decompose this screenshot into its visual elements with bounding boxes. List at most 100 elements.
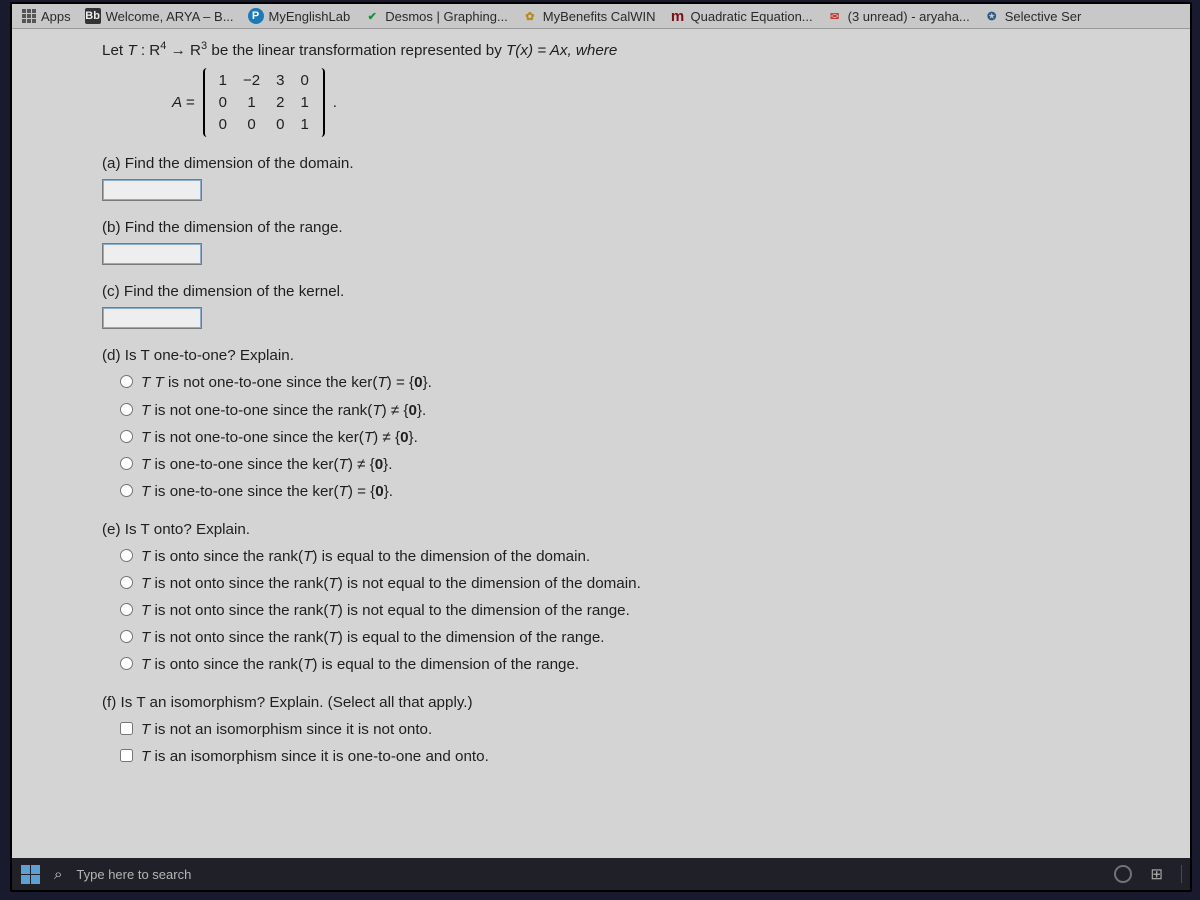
question-a-text: (a) Find the dimension of the domain.: [102, 153, 1100, 175]
mcell: 2: [268, 92, 292, 114]
qd-option-5[interactable]: T is one-to-one since the ker(T) = {0}.: [120, 481, 1100, 503]
screen: Apps Bb Welcome, ARYA – B... P MyEnglish…: [10, 2, 1192, 892]
question-a: (a) Find the dimension of the domain.: [102, 153, 1100, 201]
bookmark-desmos[interactable]: ✔ Desmos | Graphing...: [364, 8, 508, 24]
divider: [1181, 865, 1182, 883]
mcell: 1: [211, 70, 235, 92]
bookmark-selective[interactable]: ✪ Selective Ser: [984, 8, 1082, 24]
mcell: 1: [292, 92, 316, 114]
bookmark-label: MyEnglishLab: [269, 9, 351, 24]
qe-options: T is onto since the rank(T) is equal to …: [120, 546, 1100, 676]
qd-option-3[interactable]: T is not one-to-one since the ker(T) ≠ {…: [120, 427, 1100, 449]
radio-e2[interactable]: [120, 576, 133, 589]
mcell: 3: [268, 70, 292, 92]
check-f2[interactable]: [120, 749, 133, 762]
check-f1[interactable]: [120, 722, 133, 735]
question-f-text: (f) Is T an isomorphism? Explain. (Selec…: [102, 692, 1100, 714]
intro-text: Let: [102, 42, 127, 59]
qe-option-4[interactable]: T is not onto since the rank(T) is equal…: [120, 627, 1100, 649]
answer-input-b[interactable]: [102, 243, 202, 265]
radio-e4[interactable]: [120, 630, 133, 643]
qe-option-1[interactable]: T is onto since the rank(T) is equal to …: [120, 546, 1100, 568]
question-d: (d) Is T one-to-one? Explain. T T is not…: [102, 345, 1100, 502]
matrix-period: .: [333, 92, 337, 114]
matrix-A: 1−230 0121 0001: [203, 68, 325, 137]
radio-d5[interactable]: [120, 484, 133, 497]
intro-exp: 4: [160, 40, 166, 52]
mcell: 0: [292, 70, 316, 92]
search-icon: ⌕: [54, 866, 62, 883]
qf-option-1[interactable]: T is not an isomorphism since it is not …: [120, 719, 1100, 741]
bookmark-calwin[interactable]: ✿ MyBenefits CalWIN: [522, 8, 656, 24]
qd-option-1[interactable]: T T is not one-to-one since the ker(T) =…: [120, 372, 1100, 394]
taskbar-icons: ⊞: [1114, 865, 1182, 883]
question-f: (f) Is T an isomorphism? Explain. (Selec…: [102, 692, 1100, 768]
radio-e1[interactable]: [120, 549, 133, 562]
qe-option-3[interactable]: T is not onto since the rank(T) is not e…: [120, 600, 1100, 622]
bookmark-englishlab[interactable]: P MyEnglishLab: [248, 8, 351, 24]
problem-intro: Let T : R4 → R3 be the linear transforma…: [102, 39, 1100, 62]
apps-label: Apps: [41, 9, 71, 24]
qd-options: T T is not one-to-one since the ker(T) =…: [120, 372, 1100, 502]
intro-eq: T(x) = Ax, where: [506, 42, 617, 59]
qe-option-2[interactable]: T is not onto since the rank(T) is not e…: [120, 573, 1100, 595]
p-icon: P: [248, 8, 264, 24]
radio-d3[interactable]: [120, 430, 133, 443]
bookmark-label: (3 unread) - aryaha...: [848, 9, 970, 24]
mcell: 0: [211, 114, 235, 136]
bookmarks-bar: Apps Bb Welcome, ARYA – B... P MyEnglish…: [12, 4, 1190, 29]
qd-option-4[interactable]: T is one-to-one since the ker(T) ≠ {0}.: [120, 454, 1100, 476]
answer-input-a[interactable]: [102, 179, 202, 201]
mcell: 0: [211, 92, 235, 114]
mcell: 1: [235, 92, 268, 114]
radio-e3[interactable]: [120, 603, 133, 616]
bookmark-gmail[interactable]: ✉ (3 unread) - aryaha...: [827, 8, 970, 24]
taskview-icon[interactable]: ⊞: [1150, 865, 1163, 883]
apps-button[interactable]: Apps: [22, 9, 71, 24]
question-b-text: (b) Find the dimension of the range.: [102, 217, 1100, 239]
search-hint[interactable]: Type here to search: [76, 867, 191, 882]
cortana-icon[interactable]: [1114, 865, 1132, 883]
qf-option-2[interactable]: T is an isomorphism since it is one-to-o…: [120, 746, 1100, 768]
radio-d4[interactable]: [120, 457, 133, 470]
question-b: (b) Find the dimension of the range.: [102, 217, 1100, 265]
qd-option-2[interactable]: T is not one-to-one since the rank(T) ≠ …: [120, 400, 1100, 422]
start-button[interactable]: [20, 864, 40, 884]
bookmark-label: Desmos | Graphing...: [385, 9, 508, 24]
bookmark-welcome[interactable]: Bb Welcome, ARYA – B...: [85, 8, 234, 24]
radio-d2[interactable]: [120, 403, 133, 416]
bookmark-label: Welcome, ARYA – B...: [106, 9, 234, 24]
question-c-text: (c) Find the dimension of the kernel.: [102, 281, 1100, 303]
intro-exp: 3: [201, 40, 207, 52]
calwin-icon: ✿: [522, 8, 538, 24]
mcell: 0: [268, 114, 292, 136]
star-icon: ✪: [984, 8, 1000, 24]
problem-content: Let T : R4 → R3 be the linear transforma…: [12, 29, 1190, 779]
mcell: −2: [235, 70, 268, 92]
desmos-icon: ✔: [364, 8, 380, 24]
intro-text: : R: [141, 42, 160, 59]
mcell: 0: [235, 114, 268, 136]
question-d-text: (d) Is T one-to-one? Explain.: [102, 345, 1100, 367]
bookmark-label: MyBenefits CalWIN: [543, 9, 656, 24]
qf-options: T is not an isomorphism since it is not …: [120, 719, 1100, 768]
question-c: (c) Find the dimension of the kernel.: [102, 281, 1100, 329]
bookmark-label: Selective Ser: [1005, 9, 1082, 24]
intro-T: T: [127, 42, 136, 59]
intro-text: → R: [171, 42, 201, 59]
question-e-text: (e) Is T onto? Explain.: [102, 519, 1100, 541]
qd-title: (d) Is T one-to-one? Explain.: [102, 347, 294, 364]
mail-icon: ✉: [827, 8, 843, 24]
radio-d1[interactable]: [120, 375, 133, 388]
answer-input-c[interactable]: [102, 307, 202, 329]
bookmark-quadratic[interactable]: m Quadratic Equation...: [670, 8, 813, 24]
A-equals: A =: [172, 92, 195, 114]
bookmark-label: Quadratic Equation...: [691, 9, 813, 24]
qe-option-5[interactable]: T is onto since the rank(T) is equal to …: [120, 654, 1100, 676]
mcell: 1: [292, 114, 316, 136]
m-icon: m: [670, 8, 686, 24]
question-e: (e) Is T onto? Explain. T is onto since …: [102, 519, 1100, 676]
windows-taskbar: ⌕ Type here to search ⊞: [12, 858, 1190, 890]
bb-icon: Bb: [85, 8, 101, 24]
radio-e5[interactable]: [120, 657, 133, 670]
